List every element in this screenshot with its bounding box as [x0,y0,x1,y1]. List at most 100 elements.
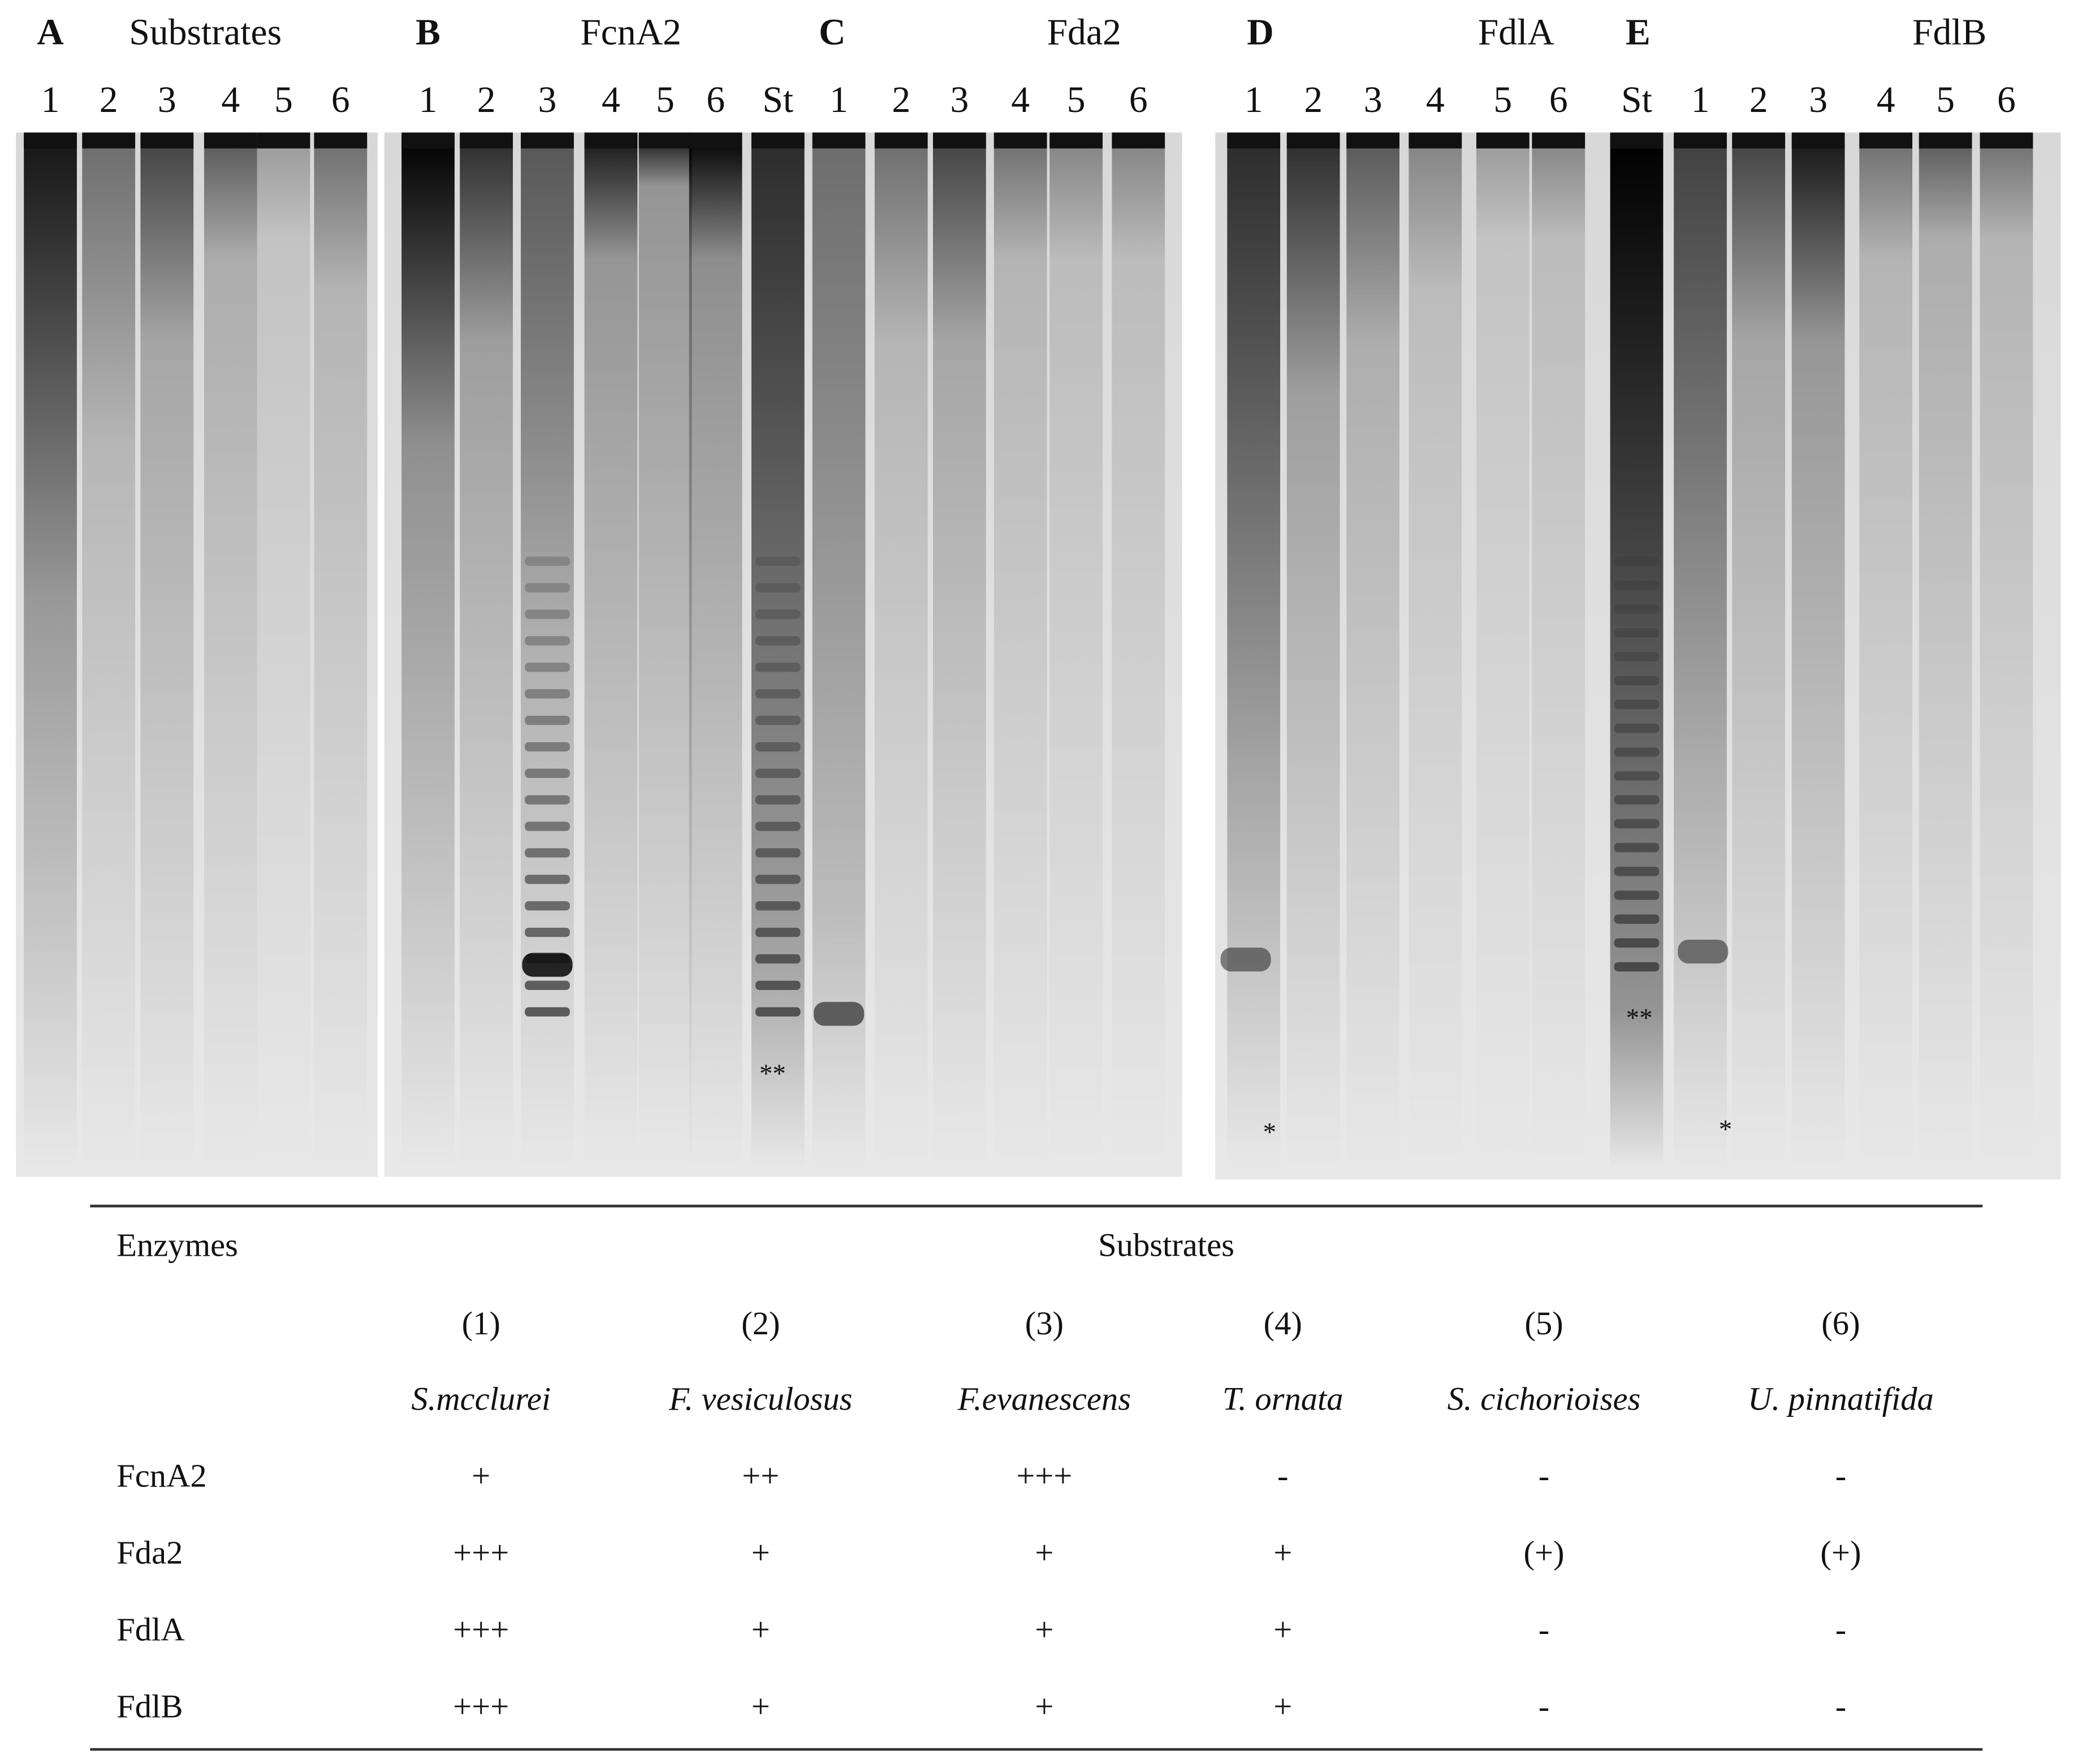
well [401,132,455,149]
lane-label: 5 [1067,80,1086,120]
ladder-band [525,742,570,752]
ladder-band [755,742,801,752]
activity-cell: +++ [453,1534,509,1571]
ladder-band [1614,771,1660,781]
ladder-band [525,927,570,937]
well [993,132,1047,149]
ladder-band [1614,795,1660,805]
gel-lane [1049,135,1103,1169]
activity-cell: - [1835,1457,1847,1494]
gel-lane [1476,135,1530,1169]
well [1791,132,1845,149]
ladder-band [755,663,801,672]
ladder-band [755,689,801,699]
well [82,132,136,149]
activity-cell: - [1277,1457,1289,1494]
gel-lane [521,135,574,1169]
gel-lane [812,135,866,1169]
ladder-band [1614,676,1660,685]
ladder-band [525,901,570,911]
lane-label: 4 [1011,80,1030,120]
ladder-band [525,583,570,593]
gel-lane [1532,135,1585,1169]
band-marker: ** [1626,1004,1653,1033]
lane-label: 4 [602,80,620,120]
gel-lane [1286,135,1340,1169]
gel-lane [1674,135,1727,1169]
activity-cell: + [1035,1611,1053,1648]
well [1532,132,1585,149]
ladder-band [1614,604,1660,614]
well [1859,132,1913,149]
ladder-band [525,636,570,646]
activity-cell: - [1835,1688,1847,1724]
well [751,132,805,149]
gel-lane [1732,135,1786,1169]
gel-lane [204,135,257,1169]
ladder-band [525,715,570,725]
ladder-band [1614,628,1660,638]
well [521,132,574,149]
lane-label: 1 [419,80,438,120]
panel-title: Substrates [129,12,282,53]
well [257,132,310,149]
activity-cell: - [1835,1611,1847,1648]
substrate-number: (3) [1025,1305,1064,1342]
lane-label: 1 [830,80,848,120]
activity-cell: + [751,1534,770,1571]
lane-label: 1 [1691,80,1710,120]
lane-label: St [1621,80,1652,120]
lane-label: 6 [1129,80,1148,120]
lane-label: 4 [1426,80,1445,120]
ladder-band [525,1007,570,1017]
gel-band [814,1002,865,1026]
ladder-band [525,689,570,699]
activity-cell: + [1035,1688,1053,1724]
ladder-band [525,822,570,831]
ladder-band [525,795,570,805]
ladder-band [1614,580,1660,590]
table: Enzymes Substrates (1) (2) (3) (4) (5) (6) S.mcc… [90,1204,1983,1751]
well [689,132,742,149]
gel-lane [460,135,513,1169]
well [1732,132,1786,149]
gel-lane [874,135,928,1169]
ladder-band [755,927,801,937]
gel-lane [314,135,368,1169]
ladder-band [755,954,801,964]
lane-label: 6 [331,80,350,120]
ladder-band [755,1007,801,1017]
lane-label: 6 [1549,80,1568,120]
lane-label: 2 [1749,80,1768,120]
lane-label: 4 [1877,80,1895,120]
activity-cell: + [472,1457,490,1494]
lane-label: 5 [1936,80,1955,120]
ladder-band [1614,842,1660,853]
substrate-species: F.evanescens [957,1381,1131,1417]
ladder-band [755,556,801,566]
gel-band [1678,939,1729,964]
lane-label: 2 [477,80,496,120]
panel-title: FcnA2 [580,12,681,53]
activity-cell: + [751,1611,770,1648]
activity-cell: - [1539,1611,1550,1648]
gel-lane [1791,135,1845,1169]
well [1049,132,1103,149]
ladder-band [525,875,570,884]
panel-letter: B [416,12,440,53]
activity-cell: + [1273,1611,1292,1648]
ladder-band [1614,938,1660,948]
lane-label: 2 [892,80,910,120]
panel-letter: A [37,12,63,53]
ladder-band [1614,867,1660,876]
activity-cell: + [1273,1688,1292,1724]
gel-lane [257,135,310,1169]
ladder-band [1614,962,1660,972]
lane-label: 5 [274,80,293,120]
gel-lane [1980,135,2033,1169]
activity-cell: +++ [1016,1457,1072,1494]
well [140,132,194,149]
